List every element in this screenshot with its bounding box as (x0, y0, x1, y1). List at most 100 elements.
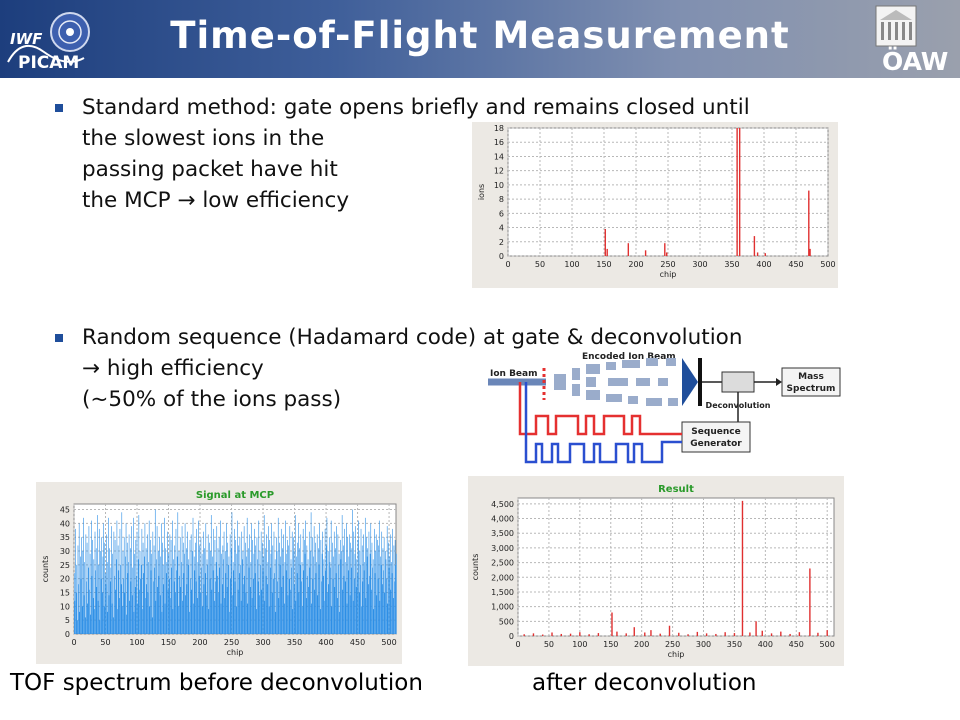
y-tick-label: 4,000 (491, 515, 514, 524)
data-bar (141, 528, 143, 634)
x-tick-label: 500 (381, 638, 396, 647)
data-bar (346, 523, 347, 634)
data-bar (359, 551, 361, 634)
data-bar (116, 520, 118, 634)
data-bar (389, 534, 391, 634)
data-bar (236, 553, 238, 634)
data-bar (323, 559, 325, 634)
data-bar (285, 520, 286, 634)
data-bar (287, 539, 288, 634)
data-bar (92, 598, 94, 634)
data-bar (142, 609, 143, 634)
data-bar (227, 542, 229, 634)
data-bar (392, 598, 394, 634)
data-bar (335, 573, 337, 634)
data-bar (212, 570, 214, 634)
y-tick-label: 25 (60, 561, 70, 570)
data-bar (277, 517, 279, 634)
x-tick-label: 200 (634, 640, 649, 649)
data-bar (257, 559, 258, 634)
data-bar (329, 562, 331, 634)
x-tick-label: 350 (724, 260, 739, 269)
data-bar (93, 559, 95, 634)
deconvolution-box (721, 371, 755, 393)
data-bar (349, 534, 350, 634)
data-bar (120, 564, 121, 634)
data-bar (347, 570, 349, 634)
data-bar (356, 559, 358, 634)
y-tick-label: 2,000 (491, 573, 514, 582)
x-tick-label: 150 (603, 640, 618, 649)
data-bar (172, 520, 173, 634)
data-bar (194, 570, 196, 634)
data-bar (178, 606, 179, 634)
bullet-marker (55, 104, 63, 112)
data-bar (148, 520, 150, 634)
x-tick-label: 150 (596, 260, 611, 269)
data-bar (112, 617, 114, 634)
data-bar (111, 603, 113, 634)
data-bar (264, 600, 266, 634)
y-tick-label: 3,500 (491, 529, 514, 538)
x-tick-label: 450 (788, 260, 803, 269)
data-bar (386, 578, 387, 634)
data-bar (395, 564, 397, 634)
data-bar (379, 600, 381, 634)
data-bar (106, 534, 107, 634)
data-bar (335, 548, 336, 634)
data-bar (332, 542, 333, 634)
data-bar (290, 559, 292, 634)
data-bar (167, 531, 168, 634)
data-bar (131, 595, 133, 634)
x-tick-label: 150 (161, 638, 176, 647)
data-bar (166, 562, 168, 634)
data-bar (321, 581, 322, 634)
data-bar (311, 603, 313, 634)
x-tick-label: 200 (628, 260, 643, 269)
data-bar (350, 567, 352, 634)
data-bar (370, 523, 372, 634)
y-tick-label: 10 (494, 181, 504, 190)
data-bar (278, 598, 280, 634)
slide-title: Time-of-Flight Measurement (170, 14, 790, 57)
data-bar (146, 584, 148, 634)
data-bar (100, 551, 101, 634)
data-bar (232, 562, 234, 634)
y-tick-label: 40 (60, 519, 70, 528)
data-bar (78, 584, 79, 634)
data-bar (378, 545, 379, 634)
data-bar (92, 539, 93, 634)
data-bar (102, 556, 104, 634)
data-bar (189, 539, 191, 634)
y-axis-label: counts (41, 556, 50, 583)
data-bar (219, 567, 221, 634)
data-bar (164, 603, 166, 634)
data-bar (251, 598, 253, 634)
data-bar (229, 611, 230, 634)
data-bar (90, 614, 92, 634)
data-bar (128, 534, 130, 634)
data-bar (111, 526, 112, 634)
data-bar (217, 575, 218, 634)
data-bar (276, 551, 278, 634)
logo-left-line2: PICAM (18, 53, 79, 72)
data-bar (105, 584, 107, 634)
data-bar (354, 578, 355, 634)
data-bar (175, 528, 177, 634)
data-bar (267, 562, 269, 634)
data-bar (293, 537, 294, 634)
data-bar (179, 575, 180, 634)
data-bar (341, 515, 343, 634)
data-bar (117, 609, 118, 634)
data-bar (203, 584, 205, 634)
data-bar (380, 556, 381, 634)
data-bar (137, 603, 138, 634)
data-bar (114, 539, 116, 634)
slide-header: IWF PICAM Time-of-Flight Measurement ÖAW (0, 0, 960, 78)
data-bar (145, 548, 147, 634)
data-bar (305, 598, 307, 634)
data-bar (284, 603, 285, 634)
x-axis-label: chip (660, 270, 677, 279)
data-bar (333, 531, 335, 634)
data-bar (233, 570, 235, 634)
